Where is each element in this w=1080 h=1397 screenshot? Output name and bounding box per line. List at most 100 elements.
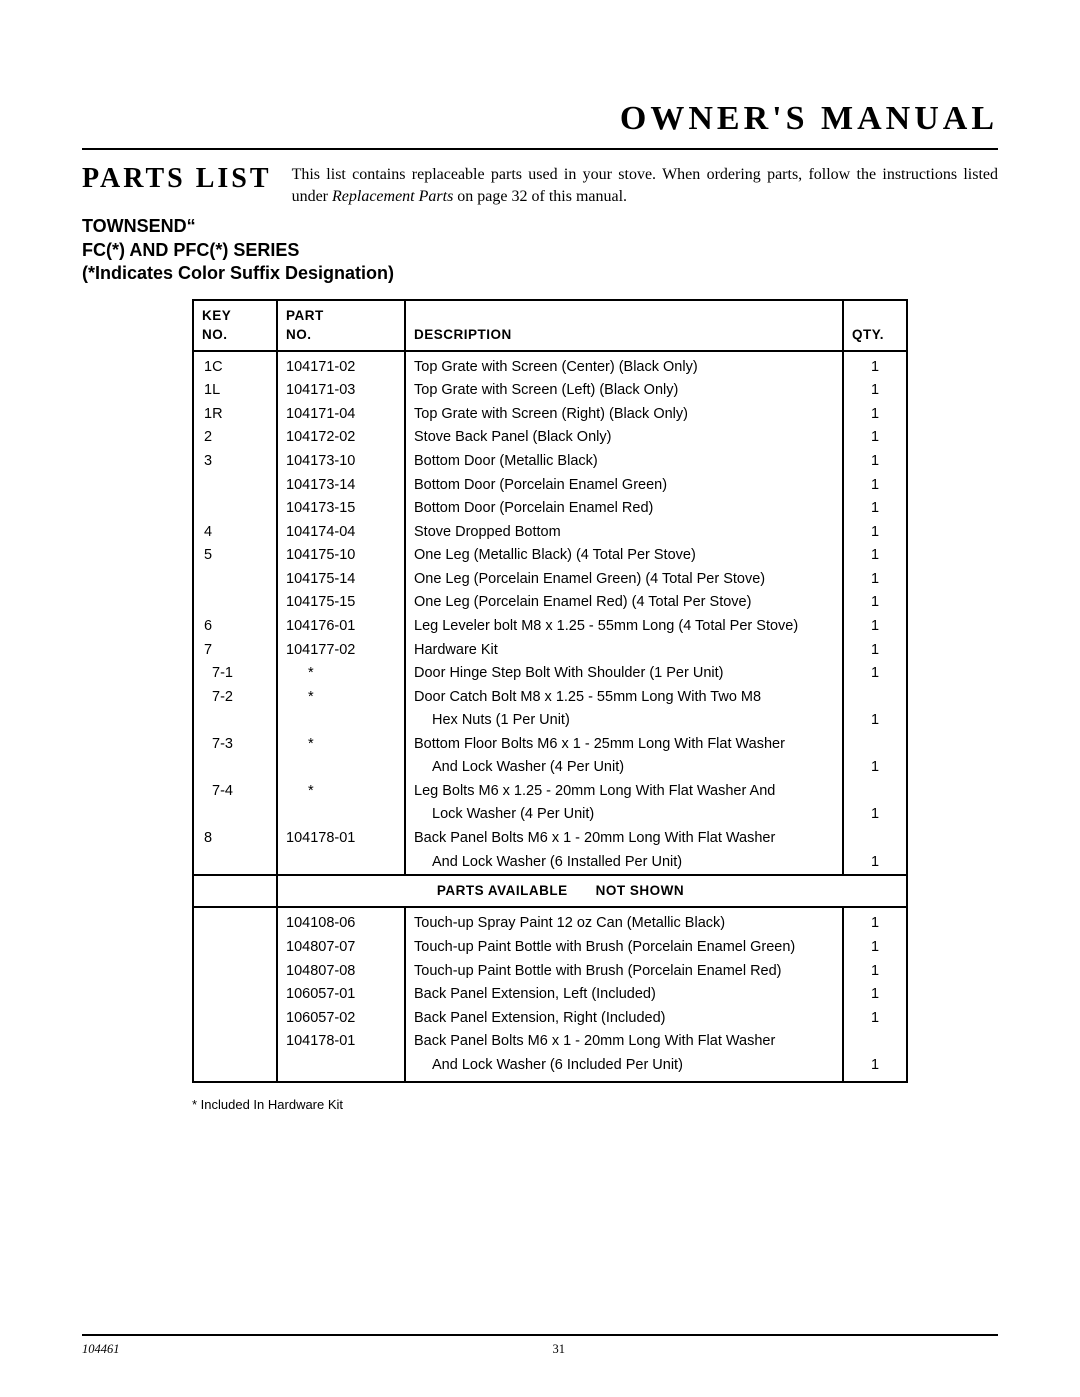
cell-part: 104178-01 (277, 1030, 405, 1054)
product-subhead: TOWNSEND“ FC(*) AND PFC(*) SERIES (*Indi… (82, 215, 998, 285)
page: OWNER'S MANUAL PARTS LIST This list cont… (0, 0, 1080, 1397)
cell-part: * (277, 733, 405, 757)
title-rule (82, 148, 998, 150)
cell-key (193, 1007, 277, 1031)
cell-key (193, 851, 277, 876)
cell-qty: 1 (843, 568, 907, 592)
table-row: 1C104171-02Top Grate with Screen (Center… (193, 351, 907, 380)
table-row: 2104172-02Stove Back Panel (Black Only)1 (193, 426, 907, 450)
cell-part: 104807-08 (277, 960, 405, 984)
table-row: And Lock Washer (6 Included Per Unit)1 (193, 1054, 907, 1083)
cell-qty: 1 (843, 907, 907, 936)
cell-part: 104174-04 (277, 521, 405, 545)
cell-key (193, 756, 277, 780)
cell-key: 7-4 (193, 780, 277, 804)
cell-desc: One Leg (Porcelain Enamel Green) (4 Tota… (405, 568, 843, 592)
cell-desc: Back Panel Bolts M6 x 1 - 20mm Long With… (405, 827, 843, 851)
cell-key: 6 (193, 615, 277, 639)
cell-desc: Back Panel Bolts M6 x 1 - 20mm Long With… (405, 1030, 843, 1054)
cell-desc: And Lock Washer (6 Included Per Unit) (405, 1054, 843, 1083)
cell-key: 7-3 (193, 733, 277, 757)
parts-table-wrap: KEYNO. PARTNO. DESCRIPTION QTY. 1C104171… (192, 299, 998, 1083)
table-row: 104175-15One Leg (Porcelain Enamel Red) … (193, 591, 907, 615)
table-header-row: KEYNO. PARTNO. DESCRIPTION QTY. (193, 300, 907, 350)
table-row: 5104175-10One Leg (Metallic Black) (4 To… (193, 544, 907, 568)
cell-desc: Hardware Kit (405, 639, 843, 663)
col-header-desc: DESCRIPTION (405, 300, 843, 350)
table-row: 7104177-02Hardware Kit1 (193, 639, 907, 663)
cell-part: 104173-15 (277, 497, 405, 521)
table-row: 104175-14One Leg (Porcelain Enamel Green… (193, 568, 907, 592)
cell-qty: 1 (843, 544, 907, 568)
cell-desc: Touch-up Spray Paint 12 oz Can (Metallic… (405, 907, 843, 936)
table-row: 106057-01Back Panel Extension, Left (Inc… (193, 983, 907, 1007)
page-footer: 104461 31 (82, 1334, 998, 1357)
cell-part: 104108-06 (277, 907, 405, 936)
cell-key (193, 803, 277, 827)
cell-part: 106057-02 (277, 1007, 405, 1031)
parts-table-section-break: PARTS AVAILABLENOT SHOWN (193, 875, 907, 907)
cell-key: 3 (193, 450, 277, 474)
cell-desc: Back Panel Extension, Right (Included) (405, 1007, 843, 1031)
footer-doc-number: 104461 (82, 1342, 120, 1357)
cell-qty: 1 (843, 615, 907, 639)
footer-page-number: 31 (553, 1342, 566, 1357)
cell-part: 104171-04 (277, 403, 405, 427)
document-title: OWNER'S MANUAL (82, 100, 998, 138)
cell-desc: Stove Dropped Bottom (405, 521, 843, 545)
cell-part: 104173-14 (277, 474, 405, 498)
cell-key (193, 497, 277, 521)
cell-part: 104178-01 (277, 827, 405, 851)
col-header-qty: QTY. (843, 300, 907, 350)
cell-part: * (277, 780, 405, 804)
table-row: 6104176-01Leg Leveler bolt M8 x 1.25 - 5… (193, 615, 907, 639)
parts-table-body-notshown: 104108-06Touch-up Spray Paint 12 oz Can … (193, 907, 907, 1082)
col-header-part: PARTNO. (277, 300, 405, 350)
section-title: PARTS LIST (82, 164, 272, 195)
cell-part: * (277, 662, 405, 686)
cell-desc: Touch-up Paint Bottle with Brush (Porcel… (405, 936, 843, 960)
cell-qty: 1 (843, 709, 907, 733)
intro-text-b: on page 32 of this manual. (453, 188, 627, 205)
section-header-row: PARTS LIST This list contains replaceabl… (82, 164, 998, 207)
cell-key (193, 591, 277, 615)
cell-qty: 1 (843, 639, 907, 663)
cell-part (277, 803, 405, 827)
cell-key (193, 983, 277, 1007)
cell-part: * (277, 686, 405, 710)
cell-qty (843, 1030, 907, 1054)
cell-qty: 1 (843, 1007, 907, 1031)
cell-desc: Stove Back Panel (Black Only) (405, 426, 843, 450)
cell-part: 104176-01 (277, 615, 405, 639)
subhead-line-2: FC(*) AND PFC(*) SERIES (82, 240, 299, 260)
subhead-line-1: TOWNSEND“ (82, 216, 196, 236)
section-break-a: PARTS AVAILABLE (437, 883, 568, 898)
parts-table-body-main: 1C104171-02Top Grate with Screen (Center… (193, 351, 907, 875)
cell-qty: 1 (843, 803, 907, 827)
cell-key: 4 (193, 521, 277, 545)
cell-desc: And Lock Washer (4 Per Unit) (405, 756, 843, 780)
table-row: 7-1*Door Hinge Step Bolt With Shoulder (… (193, 662, 907, 686)
cell-key: 8 (193, 827, 277, 851)
table-row: 104807-08Touch-up Paint Bottle with Brus… (193, 960, 907, 984)
cell-qty: 1 (843, 351, 907, 380)
parts-table-head: KEYNO. PARTNO. DESCRIPTION QTY. (193, 300, 907, 350)
table-row: 104173-14Bottom Door (Porcelain Enamel G… (193, 474, 907, 498)
cell-part (277, 709, 405, 733)
cell-key: 1L (193, 379, 277, 403)
cell-desc: Bottom Door (Porcelain Enamel Red) (405, 497, 843, 521)
parts-table: KEYNO. PARTNO. DESCRIPTION QTY. 1C104171… (192, 299, 908, 1083)
cell-qty (843, 686, 907, 710)
cell-key: 2 (193, 426, 277, 450)
cell-desc: Leg Bolts M6 x 1.25 - 20mm Long With Fla… (405, 780, 843, 804)
cell-desc: Bottom Floor Bolts M6 x 1 - 25mm Long Wi… (405, 733, 843, 757)
cell-qty: 1 (843, 497, 907, 521)
cell-desc: Bottom Door (Metallic Black) (405, 450, 843, 474)
cell-key: 7-1 (193, 662, 277, 686)
cell-qty: 1 (843, 426, 907, 450)
table-row: 4104174-04Stove Dropped Bottom1 (193, 521, 907, 545)
cell-part (277, 851, 405, 876)
table-row: 7-2*Door Catch Bolt M8 x 1.25 - 55mm Lon… (193, 686, 907, 710)
cell-qty: 1 (843, 379, 907, 403)
cell-key (193, 709, 277, 733)
